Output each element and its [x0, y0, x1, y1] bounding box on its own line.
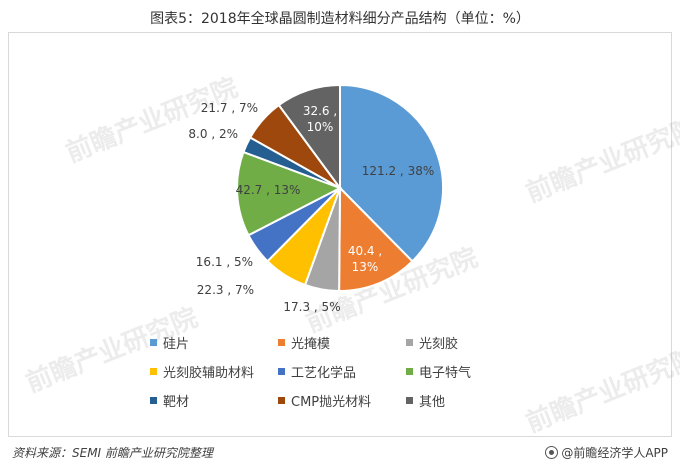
legend-swatch [278, 367, 285, 375]
legend-item: 工艺化学品 [278, 362, 406, 381]
legend-swatch [150, 367, 157, 375]
data-label-8: 32.6 , [303, 104, 337, 118]
pie-slice-8 [277, 83, 341, 192]
data-label-6: 8.0 , 2% [188, 127, 238, 141]
brand-text: @前瞻经济学人APP [561, 446, 668, 460]
legend-item: 电子特气 [406, 362, 530, 381]
pie-slice-5 [236, 150, 343, 237]
legend-item: 光刻胶辅助材料 [150, 362, 278, 381]
legend-label: 硅片 [163, 336, 190, 352]
legend-label: 靶材 [163, 394, 190, 410]
data-label-0: 121.2 , 38% [362, 164, 434, 178]
legend-swatch [406, 338, 413, 346]
source-note: 资料来源：SEMI 前瞻产业研究院整理 [12, 446, 213, 460]
legend-item: CMP抛光材料 [278, 391, 406, 410]
data-label-4: 16.1 , 5% [196, 255, 253, 269]
brand-logo-icon [545, 446, 559, 459]
legend: 硅片 光掩模 光刻胶光刻胶辅助材料 工艺化学品 电子特气靶材 CMP抛光材料 其他 [150, 333, 530, 410]
legend-swatch [278, 338, 285, 346]
data-label-2: 17.3 , 5% [283, 300, 340, 314]
legend-item: 光掩模 [278, 333, 406, 352]
legend-swatch [150, 338, 157, 346]
chart-title: 图表5：2018年全球晶圆制造材料细分产品结构（单位：%） [150, 11, 530, 27]
legend-swatch [406, 396, 413, 404]
legend-item: 靶材 [150, 391, 278, 410]
legend-swatch [406, 367, 413, 375]
legend-label: 电子特气 [419, 365, 472, 381]
data-label-1: 40.4 , [348, 244, 382, 258]
pie-slice-0 [339, 83, 444, 263]
legend-item: 硅片 [150, 333, 278, 352]
chart-frame [8, 32, 672, 437]
legend-label: 工艺化学品 [291, 365, 357, 381]
legend-item: 光刻胶 [406, 333, 530, 352]
pie-slice-1 [338, 185, 414, 292]
legend-label: 光刻胶 [419, 336, 459, 352]
legend-label: CMP抛光材料 [291, 394, 372, 410]
legend-label: 其他 [419, 394, 446, 410]
legend-swatch [278, 396, 285, 404]
legend-label: 光刻胶辅助材料 [163, 365, 255, 381]
legend-item: 其他 [406, 391, 530, 410]
data-label-5: 42.7 , 13% [236, 183, 301, 197]
data-label-1-line2: 13% [352, 260, 379, 274]
data-label-8-line2: 10% [307, 120, 334, 134]
data-label-3: 22.3 , 7% [197, 283, 254, 297]
legend-label: 光掩模 [291, 336, 331, 352]
brand-credit: @前瞻经济学人APP [545, 444, 668, 461]
data-label-7: 21.7 , 7% [201, 101, 258, 115]
legend-swatch [150, 396, 157, 404]
